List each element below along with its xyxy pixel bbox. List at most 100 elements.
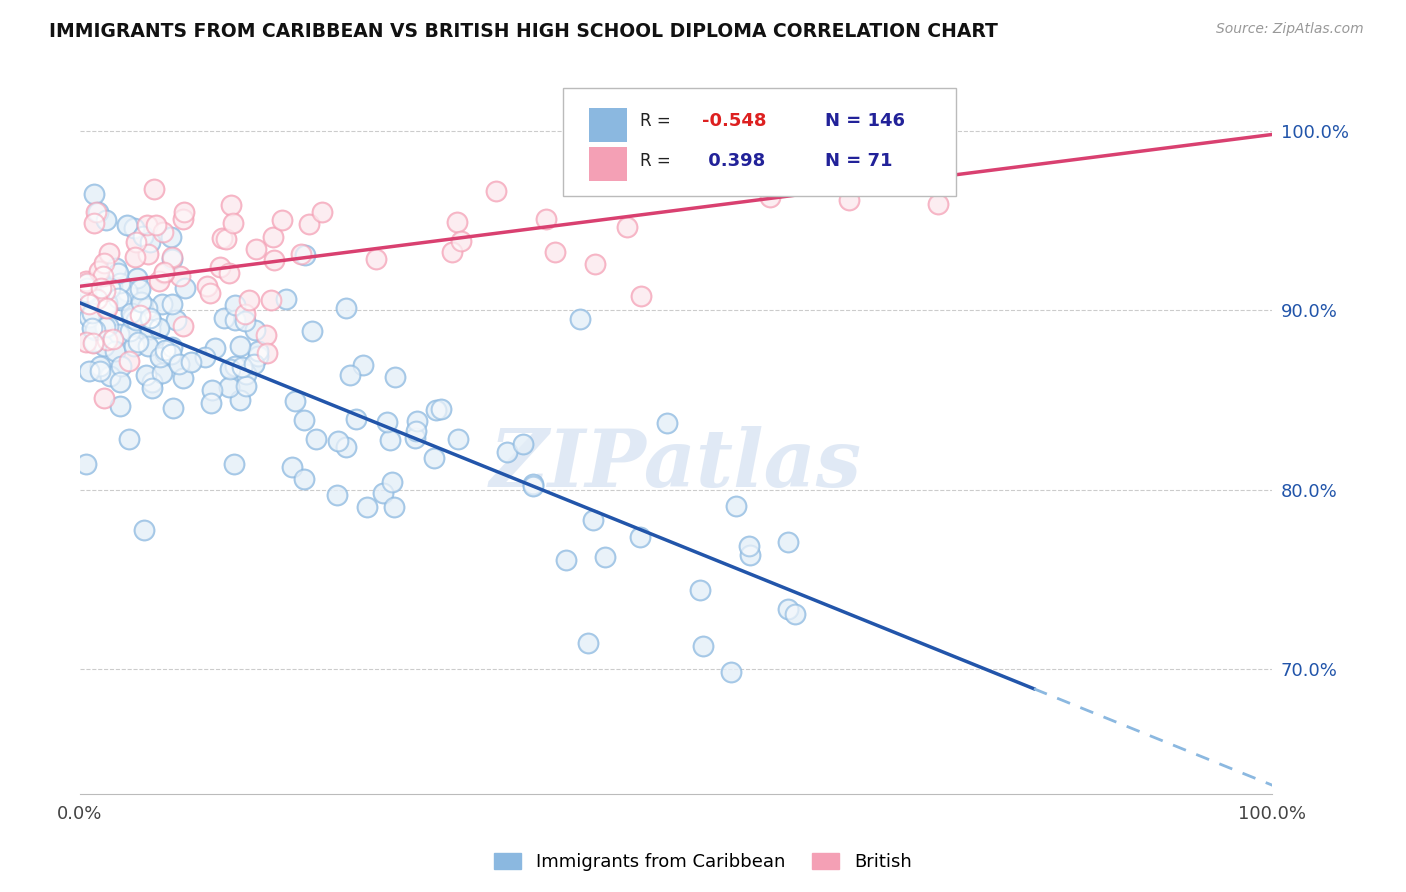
- Point: [364, 252, 387, 267]
- Point: [121, 310, 143, 325]
- Point: [153, 343, 176, 357]
- Point: [238, 293, 260, 308]
- Point: [118, 354, 141, 368]
- Point: [160, 347, 183, 361]
- Point: [93, 339, 115, 353]
- Point: [96, 294, 118, 309]
- Point: [160, 347, 183, 361]
- Point: [544, 244, 567, 259]
- Point: [94, 285, 117, 299]
- Point: [76, 286, 98, 301]
- Point: [356, 500, 378, 514]
- Point: [298, 217, 321, 231]
- Point: [93, 392, 115, 406]
- Point: [149, 350, 172, 364]
- Point: [76, 281, 98, 295]
- Point: [117, 432, 139, 446]
- Point: [167, 357, 190, 371]
- Point: [238, 293, 260, 308]
- Point: [245, 242, 267, 256]
- Point: [135, 368, 157, 382]
- Point: [136, 219, 159, 233]
- Point: [98, 246, 121, 260]
- Point: [98, 369, 121, 384]
- Point: [447, 432, 470, 446]
- Point: [290, 247, 312, 261]
- Point: [75, 285, 97, 299]
- Point: [814, 129, 837, 144]
- Point: [555, 553, 578, 567]
- Point: [93, 269, 115, 284]
- Point: [129, 308, 152, 322]
- Point: [749, 137, 772, 152]
- Point: [720, 665, 742, 679]
- Point: [380, 434, 402, 448]
- Point: [96, 333, 118, 347]
- Point: [152, 266, 174, 280]
- Point: [89, 359, 111, 374]
- Point: [298, 217, 321, 231]
- Point: [814, 129, 837, 144]
- Point: [344, 411, 367, 425]
- Point: [256, 345, 278, 359]
- Point: [522, 476, 544, 491]
- Point: [124, 250, 146, 264]
- Point: [96, 333, 118, 347]
- Point: [139, 321, 162, 335]
- Point: [776, 535, 799, 549]
- Point: [576, 635, 599, 649]
- Point: [281, 459, 304, 474]
- Point: [75, 335, 97, 350]
- Point: [215, 232, 238, 246]
- Point: [97, 319, 120, 334]
- Point: [218, 379, 240, 393]
- Point: [441, 244, 464, 259]
- Point: [93, 256, 115, 270]
- Point: [122, 221, 145, 235]
- Point: [97, 319, 120, 334]
- Point: [616, 220, 638, 235]
- Point: [785, 607, 807, 621]
- Point: [583, 257, 606, 271]
- Point: [838, 194, 860, 208]
- Point: [229, 392, 252, 407]
- Point: [194, 350, 217, 364]
- Point: [83, 216, 105, 230]
- Point: [173, 204, 195, 219]
- Point: [430, 401, 453, 416]
- Point: [150, 366, 173, 380]
- Point: [224, 359, 246, 374]
- Point: [115, 218, 138, 232]
- Point: [245, 242, 267, 256]
- Point: [129, 282, 152, 296]
- Point: [108, 375, 131, 389]
- Point: [83, 334, 105, 349]
- Point: [364, 252, 387, 267]
- Point: [371, 486, 394, 500]
- Point: [134, 524, 156, 538]
- Point: [245, 322, 267, 336]
- Point: [127, 270, 149, 285]
- Point: [77, 364, 100, 378]
- Point: [173, 204, 195, 219]
- Point: [115, 284, 138, 298]
- Point: [141, 376, 163, 390]
- FancyBboxPatch shape: [589, 108, 627, 142]
- Point: [77, 310, 100, 325]
- Point: [160, 250, 183, 264]
- Point: [262, 229, 284, 244]
- Point: [305, 433, 328, 447]
- Point: [141, 314, 163, 328]
- Point: [219, 198, 242, 212]
- Point: [105, 261, 128, 276]
- Point: [344, 411, 367, 425]
- Point: [247, 350, 270, 364]
- Point: [616, 220, 638, 235]
- Point: [235, 368, 257, 382]
- Point: [423, 450, 446, 465]
- Point: [593, 550, 616, 565]
- Point: [776, 601, 799, 615]
- Point: [204, 341, 226, 355]
- Point: [172, 212, 194, 227]
- Point: [724, 499, 747, 513]
